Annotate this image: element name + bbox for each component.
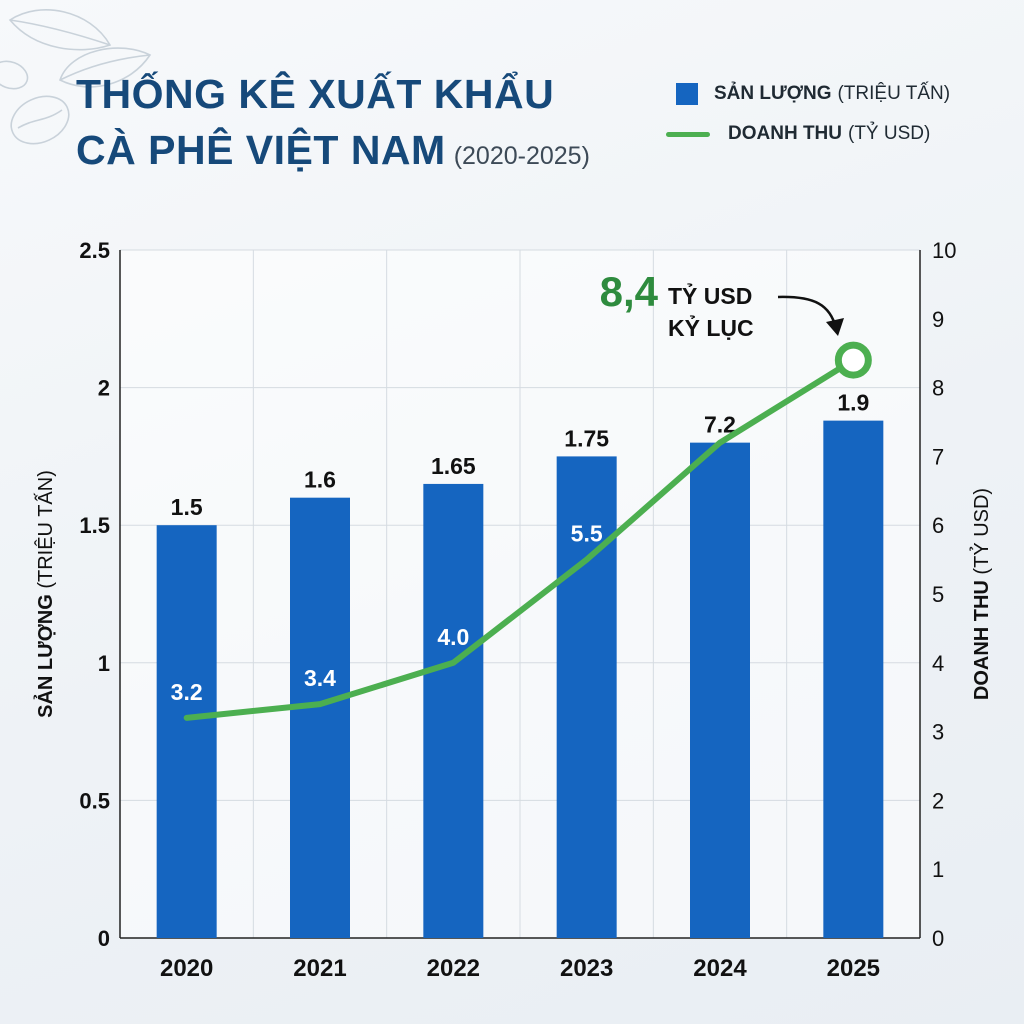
left-tick-label: 0 xyxy=(98,926,110,951)
bar-2020 xyxy=(156,525,217,938)
right-tick-label: 1 xyxy=(932,857,944,882)
bar-value-label: 1.65 xyxy=(431,453,476,479)
bar-value-label: 1.75 xyxy=(564,425,609,451)
right-tick-label: 0 xyxy=(932,926,944,951)
right-tick-label: 8 xyxy=(932,376,944,401)
bar-2023 xyxy=(556,456,617,938)
legend-line-swatch xyxy=(666,131,710,137)
line-value-label: 3.4 xyxy=(304,665,336,691)
legend-bar-unit: (TRIỆU TẤN) xyxy=(837,83,951,104)
right-axis-title: DOANH THU (TỶ USD) xyxy=(970,488,993,700)
bar-value-label: 1.9 xyxy=(837,390,869,416)
left-axis-title: SẢN LƯỢNG (TRIỆU TẤN) xyxy=(34,470,57,718)
legend-line-unit: (TỶ USD) xyxy=(848,123,931,144)
left-tick-label: 1 xyxy=(98,651,110,676)
title-line-1: THỐNG KÊ XUẤT KHẨU xyxy=(76,71,555,117)
left-axis-title-name: SẢN LƯỢNG xyxy=(34,589,57,718)
title-years: (2020-2025) xyxy=(453,142,590,170)
page-title: THỐNG KÊ XUẤT KHẨU CÀ PHÊ VIỆT NAM (2020-… xyxy=(76,66,590,184)
bar-2024 xyxy=(690,442,750,938)
annotation-label-line1: TỶ USD xyxy=(668,281,752,309)
right-tick-label: 6 xyxy=(932,513,944,538)
x-tick-label: 2023 xyxy=(560,955,613,982)
left-axis-title-unit: (TRIỆU TẤN) xyxy=(34,470,57,589)
x-tick-label: 2022 xyxy=(427,955,480,982)
legend-line-name: DOANH THU xyxy=(728,123,842,144)
legend-bar-swatch xyxy=(676,83,698,105)
left-tick-label: 0.5 xyxy=(79,788,110,813)
coffee-leaf-decoration xyxy=(0,9,152,145)
right-axis-title-name: DOANH THU xyxy=(971,575,993,701)
legend-item-line: DOANH THU (TỶ USD) xyxy=(666,114,950,154)
annotation-value: 8,4 xyxy=(600,268,659,315)
x-tick-label: 2020 xyxy=(160,955,213,982)
line-value-label: 3.2 xyxy=(171,679,203,705)
bar-2021 xyxy=(290,497,350,938)
title-line-2: CÀ PHÊ VIỆT NAM xyxy=(76,127,446,173)
legend-bar-name: SẢN LƯỢNG xyxy=(714,83,832,104)
x-tick-label: 2021 xyxy=(293,955,346,982)
line-value-label: 5.5 xyxy=(571,521,603,547)
left-tick-label: 2.5 xyxy=(79,238,110,263)
right-tick-label: 3 xyxy=(932,720,944,745)
right-tick-label: 5 xyxy=(932,582,944,607)
right-tick-label: 9 xyxy=(932,307,944,332)
left-tick-label: 2 xyxy=(98,376,110,401)
bar-value-label: 1.5 xyxy=(171,494,203,520)
left-tick-label: 1.5 xyxy=(79,513,110,538)
right-tick-label: 2 xyxy=(932,788,944,813)
right-tick-label: 4 xyxy=(932,651,944,676)
chart-legend: SẢN LƯỢNG (TRIỆU TẤN) DOANH THU (TỶ USD) xyxy=(666,74,950,154)
x-tick-label: 2025 xyxy=(827,955,880,982)
revenue-line xyxy=(183,357,857,721)
record-point-marker xyxy=(834,341,872,379)
right-axis-title-unit: (TỶ USD) xyxy=(970,488,993,575)
annotation-arrowhead xyxy=(826,318,844,336)
right-tick-label: 10 xyxy=(932,238,956,263)
bar-2025 xyxy=(823,420,884,938)
x-tick-label: 2024 xyxy=(693,955,747,982)
annotation-label-line2: KỶ LỤC xyxy=(668,313,754,341)
right-tick-label: 7 xyxy=(932,444,944,469)
bar-value-label: 1.6 xyxy=(304,467,336,493)
legend-item-bars: SẢN LƯỢNG (TRIỆU TẤN) xyxy=(676,74,950,114)
bar-2022 xyxy=(423,483,484,938)
line-value-label: 4.0 xyxy=(437,624,469,650)
